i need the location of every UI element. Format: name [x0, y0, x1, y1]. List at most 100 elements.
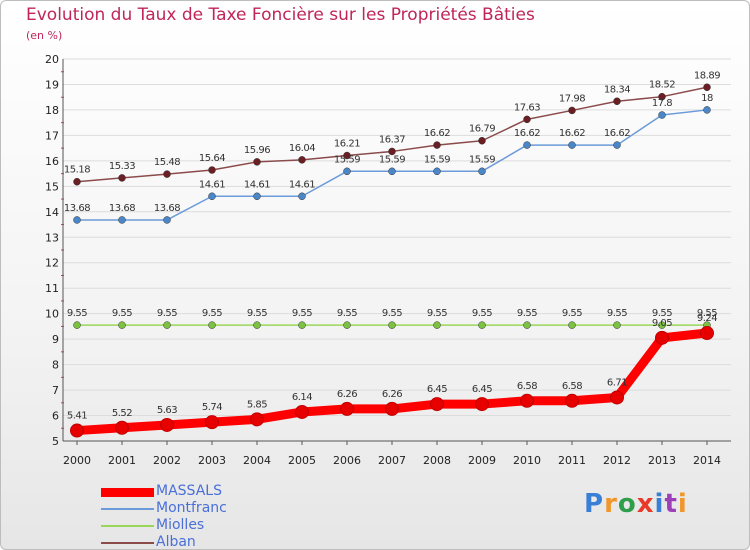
data-label: 15.33: [109, 161, 135, 172]
data-point: [658, 92, 666, 101]
logo-letter: o: [617, 489, 637, 519]
data-label: 14.61: [244, 179, 270, 190]
data-label: 5.41: [67, 411, 87, 422]
data-label: 15.59: [334, 154, 360, 165]
x-tick-label: 2014: [693, 454, 721, 467]
data-point: [253, 321, 261, 329]
data-label: 9.55: [247, 308, 267, 319]
data-label: 9.55: [562, 308, 582, 319]
legend-swatch-miolles: [101, 525, 154, 527]
data-point: [253, 192, 261, 201]
data-point: [388, 147, 396, 156]
y-tick-label: 16: [45, 155, 59, 168]
data-label: 9.55: [517, 308, 537, 319]
data-label: 5.52: [112, 408, 132, 419]
data-point: [433, 141, 441, 149]
y-tick-label: 15: [45, 180, 59, 193]
x-tick-label: 2011: [558, 454, 586, 467]
data-point: [655, 330, 669, 345]
data-label: 9.55: [157, 308, 177, 319]
legend-swatch-montfranc: [101, 508, 154, 510]
data-point: [163, 170, 171, 178]
y-tick-label: 12: [45, 257, 59, 270]
legend-label-alban: Alban: [156, 534, 196, 550]
data-point: [385, 401, 399, 416]
data-label: 17.63: [514, 102, 540, 113]
data-point: [115, 420, 129, 435]
y-tick-label: 17: [45, 129, 59, 142]
data-label: 9.55: [112, 308, 132, 319]
y-tick-label: 19: [45, 78, 59, 91]
data-point: [433, 167, 441, 176]
data-label: 9.55: [67, 308, 87, 319]
data-label: 16.37: [379, 134, 405, 145]
data-point: [163, 321, 171, 329]
data-label: 16.62: [514, 128, 540, 139]
data-label: 13.68: [154, 203, 180, 214]
data-label: 6.14: [292, 392, 312, 403]
data-label: 9.55: [652, 308, 672, 319]
data-label: 9.55: [337, 308, 357, 319]
legend-label-miolles: Miolles: [156, 517, 205, 533]
data-point: [73, 321, 81, 329]
legend-label-massals: MASSALS: [156, 483, 222, 499]
data-label: 16.62: [559, 128, 585, 139]
chart-unit: (en %): [26, 29, 63, 42]
data-label: 6.71: [607, 377, 627, 388]
x-tick-label: 2010: [513, 454, 541, 467]
data-label: 16.62: [424, 128, 450, 139]
data-label: 5.74: [202, 402, 222, 413]
data-point: [565, 393, 579, 408]
logo-letter: P: [584, 489, 605, 519]
data-label: 18.89: [694, 70, 720, 81]
data-label: 18.52: [649, 80, 675, 91]
logo-letter: i: [677, 489, 688, 519]
data-point: [298, 192, 306, 201]
y-tick-label: 13: [45, 231, 59, 244]
logo-letter: r: [604, 489, 618, 519]
data-point: [613, 97, 621, 106]
data-label: 16.79: [469, 124, 495, 135]
data-point: [73, 177, 81, 186]
x-tick-label: 2003: [198, 454, 226, 467]
logo-letter: t: [664, 489, 678, 519]
data-point: [478, 321, 486, 329]
data-point: [73, 216, 81, 224]
data-label: 9.55: [427, 308, 447, 319]
data-label: 13.68: [64, 203, 90, 214]
data-point: [253, 158, 261, 166]
data-label: 9.55: [382, 308, 402, 319]
data-label: 9.05: [652, 318, 672, 329]
data-point: [658, 321, 666, 329]
legend-swatch-massals: [101, 488, 154, 497]
x-tick-label: 2000: [63, 454, 91, 467]
logo-letter: x: [636, 489, 655, 519]
data-point: [118, 216, 126, 224]
data-label: 16.04: [289, 143, 315, 154]
data-label: 6.58: [562, 381, 582, 392]
data-point: [295, 404, 309, 419]
data-label: 15.96: [244, 145, 270, 156]
data-label: 13.68: [109, 203, 135, 214]
data-point: [700, 326, 714, 341]
data-point: [298, 156, 306, 164]
data-label: 18: [701, 93, 713, 104]
data-point: [343, 167, 351, 176]
y-tick-label: 8: [52, 359, 59, 372]
data-label: 9.55: [697, 308, 717, 319]
data-point: [475, 397, 489, 412]
data-label: 6.26: [337, 389, 357, 400]
legend-label-montfranc: Montfranc: [156, 500, 227, 516]
y-tick-label: 6: [52, 410, 59, 423]
y-tick-label: 18: [45, 104, 59, 117]
data-label: 9.55: [607, 308, 627, 319]
data-label: 14.61: [199, 179, 225, 190]
data-point: [343, 151, 351, 160]
data-point: [388, 321, 396, 329]
x-tick-label: 2004: [243, 454, 271, 467]
data-point: [568, 321, 576, 329]
data-point: [610, 390, 624, 405]
x-tick-label: 2007: [378, 454, 406, 467]
data-label: 15.48: [154, 157, 180, 168]
